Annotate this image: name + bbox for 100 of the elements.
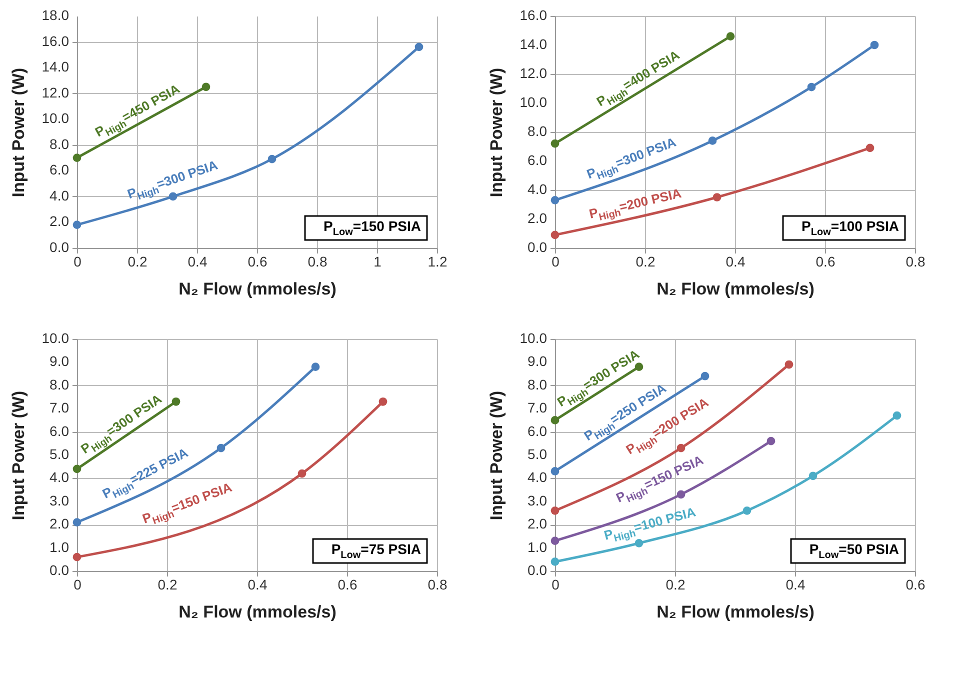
text: P$_{High}$=300 PSIA xyxy=(584,134,679,182)
y-tick-label: 4.0 xyxy=(528,181,548,197)
x-axis-title: N₂ Flow (mmoles/s) xyxy=(178,280,336,298)
y-tick-label: 7.0 xyxy=(50,400,70,416)
point xyxy=(311,362,320,372)
y-tick-label: 8.0 xyxy=(528,376,548,392)
text: P$_{High}$=150 PSIA xyxy=(140,479,234,528)
x-tick-label: 0.4 xyxy=(726,254,746,270)
point xyxy=(550,230,560,240)
x-tick-label: 0 xyxy=(74,576,82,592)
x-tick-label: 0.2 xyxy=(636,254,656,270)
point xyxy=(168,192,178,201)
y-tick-label: 9.0 xyxy=(528,353,548,370)
y-tick-label: 10.0 xyxy=(42,110,70,126)
point xyxy=(726,32,735,40)
y-tick-label: 2.0 xyxy=(528,516,548,532)
x-tick-label: 0.8 xyxy=(428,576,448,592)
x-tick-label: 0.6 xyxy=(338,576,358,592)
annotation: P$_{Low}$=50 PSIA xyxy=(809,541,899,561)
y-tick-label: 3.0 xyxy=(528,492,548,508)
y-tick-label: 1.0 xyxy=(528,538,548,555)
y-tick-label: 1.0 xyxy=(50,538,70,555)
point xyxy=(766,436,776,446)
point xyxy=(742,506,752,515)
y-tick-label: 9.0 xyxy=(50,353,70,370)
x-tick-label: 1.2 xyxy=(428,254,448,270)
point xyxy=(870,40,879,50)
y-tick-label: 0.0 xyxy=(528,239,548,255)
y-tick-label: 10.0 xyxy=(520,94,548,110)
annotation: P$_{Low}$=100 PSIA xyxy=(802,218,899,238)
y-tick-label: 8.0 xyxy=(50,376,70,392)
x-tick-label: 0.8 xyxy=(308,254,328,270)
x-tick-label: 0.8 xyxy=(906,254,926,270)
x-tick-label: 0.4 xyxy=(248,576,268,592)
y-tick-label: 4.0 xyxy=(50,187,70,204)
point xyxy=(808,472,818,480)
point xyxy=(414,42,424,52)
x-tick-label: 0.4 xyxy=(786,576,806,592)
y-axis-title: Input Power (W) xyxy=(9,68,28,198)
point xyxy=(378,397,388,406)
y-tick-label: 4.0 xyxy=(50,469,70,486)
y-tick-label: 7.0 xyxy=(528,400,548,416)
point xyxy=(72,464,82,474)
x-tick-label: 1 xyxy=(374,254,382,270)
y-tick-label: 14.0 xyxy=(520,36,548,52)
point xyxy=(550,558,560,566)
y-tick-label: 14.0 xyxy=(42,58,70,75)
point xyxy=(807,82,816,92)
point xyxy=(72,154,82,162)
x-axis-title: N₂ Flow (mmoles/s) xyxy=(656,280,814,298)
y-tick-label: 5.0 xyxy=(528,446,548,462)
point xyxy=(676,444,686,452)
y-tick-label: 6.0 xyxy=(528,422,548,439)
x-tick-label: 0.2 xyxy=(128,254,148,270)
y-tick-label: 8.0 xyxy=(528,123,548,139)
y-tick-label: 12.0 xyxy=(42,84,70,100)
point xyxy=(866,144,874,152)
y-tick-label: 2.0 xyxy=(50,213,70,230)
point xyxy=(550,467,560,476)
y-tick-label: 16.0 xyxy=(42,32,70,49)
y-tick-label: 12.0 xyxy=(520,65,548,81)
point xyxy=(216,444,226,452)
point xyxy=(634,538,644,548)
point xyxy=(676,490,686,499)
y-tick-label: 0.0 xyxy=(50,239,70,255)
y-tick-label: 16.0 xyxy=(520,7,548,23)
y-tick-label: 2.0 xyxy=(528,210,548,226)
point xyxy=(550,196,560,204)
text: P$_{High}$=200 PSIA xyxy=(588,185,684,224)
y-tick-label: 4.0 xyxy=(528,469,548,486)
text: P$_{High}$=300 PSIA xyxy=(125,157,220,203)
point xyxy=(550,139,560,148)
x-tick-label: 0.6 xyxy=(816,254,836,270)
x-tick-label: 0 xyxy=(74,254,82,270)
point xyxy=(172,397,180,406)
annotation: P$_{Low}$=150 PSIA xyxy=(324,218,421,238)
y-tick-label: 6.0 xyxy=(50,162,70,178)
y-tick-label: 3.0 xyxy=(50,492,70,508)
point xyxy=(550,416,560,424)
x-tick-label: 0 xyxy=(552,254,560,270)
y-tick-label: 6.0 xyxy=(528,152,548,168)
y-tick-label: 8.0 xyxy=(50,136,70,152)
point xyxy=(700,372,710,380)
point xyxy=(892,411,902,420)
x-axis-title: N₂ Flow (mmoles/s) xyxy=(178,602,336,622)
y-tick-label: 6.0 xyxy=(50,422,70,439)
annotation: P$_{Low}$=75 PSIA xyxy=(331,541,421,561)
y-axis-title: Input Power (W) xyxy=(487,68,506,198)
y-tick-label: 10.0 xyxy=(42,330,70,346)
point xyxy=(268,154,276,164)
x-tick-label: 0 xyxy=(552,576,560,592)
y-tick-label: 10.0 xyxy=(520,330,548,346)
point xyxy=(298,469,306,478)
y-tick-label: 2.0 xyxy=(50,516,70,532)
point xyxy=(72,518,82,526)
point xyxy=(72,552,82,562)
point xyxy=(712,193,722,202)
x-tick-label: 0.4 xyxy=(188,254,208,270)
y-tick-label: 0.0 xyxy=(50,562,70,578)
point xyxy=(202,82,210,92)
